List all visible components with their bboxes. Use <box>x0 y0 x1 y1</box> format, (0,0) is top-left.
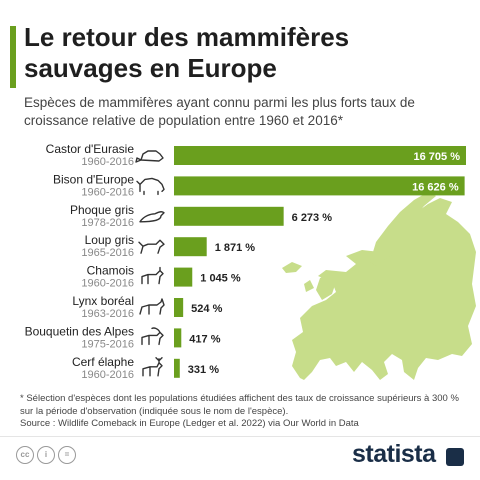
species-label-bison-d-europe: Bison d'Europe <box>53 172 134 186</box>
value-label-bouquetin-des-alpes: 417 % <box>189 333 220 345</box>
bar-chamois <box>174 267 193 287</box>
period-label-loup-gris: 1965-2016 <box>81 247 134 259</box>
value-label-lynx-boreal: 524 % <box>191 303 222 315</box>
europe-map-mainland <box>292 198 476 380</box>
title-accent-bar <box>10 26 16 88</box>
bar-loup-gris <box>174 237 207 257</box>
footnote: * Sélection d'espèces dont les populatio… <box>20 393 459 417</box>
species-label-castor-d-eurasie: Castor d'Eurasie <box>46 142 135 156</box>
beaver-icon <box>135 150 164 163</box>
wolf-icon <box>138 239 165 254</box>
bar-bouquetin-des-alpes <box>174 328 182 348</box>
europe-map-scandinavia <box>370 192 436 266</box>
bison-icon <box>136 177 165 196</box>
europe-map <box>282 192 476 380</box>
statista-logo-icon <box>446 448 464 466</box>
species-label-chamois: Chamois <box>87 264 134 278</box>
europe-map-ireland <box>304 280 314 292</box>
period-label-bouquetin-des-alpes: 1975-2016 <box>81 338 134 350</box>
europe-map-britain <box>316 274 336 300</box>
chart-subtitle: Espèces de mammifères ayant connu parmi … <box>24 95 415 128</box>
bar-phoque-gris <box>174 206 284 226</box>
value-label-phoque-gris: 6 273 % <box>292 212 333 224</box>
species-label-loup-gris: Loup gris <box>85 233 134 247</box>
chart-title: Le retour des mammifères sauvages en Eur… <box>24 22 350 83</box>
ibex-icon <box>141 327 164 346</box>
europe-map-iceland <box>282 262 302 273</box>
bar-castor-d-eurasie <box>174 146 466 165</box>
period-label-castor-d-eurasie: 1960-2016 <box>81 156 134 168</box>
footer-divider <box>0 436 480 437</box>
bar-cerf-elaphe <box>174 358 180 378</box>
period-label-lynx-boreal: 1963-2016 <box>81 308 134 320</box>
species-label-lynx-boreal: Lynx boréal <box>72 294 134 308</box>
value-label-cerf-elaphe: 331 % <box>188 364 219 376</box>
species-label-bouquetin-des-alpes: Bouquetin des Alpes <box>25 324 134 338</box>
value-label-castor-d-eurasie: 16 705 % <box>414 151 461 163</box>
value-label-bison-d-europe: 16 626 % <box>412 181 459 193</box>
seal-icon <box>139 211 165 223</box>
species-label-cerf-elaphe: Cerf élaphe <box>72 355 134 369</box>
bar-lynx-boreal <box>174 298 184 317</box>
value-label-chamois: 1 045 % <box>200 273 241 285</box>
bar-bison-d-europe <box>174 176 465 196</box>
period-label-chamois: 1960-2016 <box>81 278 134 290</box>
statista-logo[interactable]: statista <box>352 440 436 468</box>
cc-icon[interactable]: cc <box>16 446 34 464</box>
period-label-phoque-gris: 1978-2016 <box>81 217 134 229</box>
chamois-icon <box>141 266 164 285</box>
nd-icon[interactable]: = <box>58 446 76 464</box>
by-icon[interactable]: i <box>37 446 55 464</box>
value-label-loup-gris: 1 871 % <box>215 242 256 254</box>
source-note: Source : Wildlife Comeback in Europe (Le… <box>20 418 359 429</box>
deer-icon <box>142 357 163 377</box>
period-label-cerf-elaphe: 1960-2016 <box>81 369 134 381</box>
species-label-phoque-gris: Phoque gris <box>70 203 134 217</box>
lynx-icon <box>139 298 165 315</box>
period-label-bison-d-europe: 1960-2016 <box>81 186 134 198</box>
